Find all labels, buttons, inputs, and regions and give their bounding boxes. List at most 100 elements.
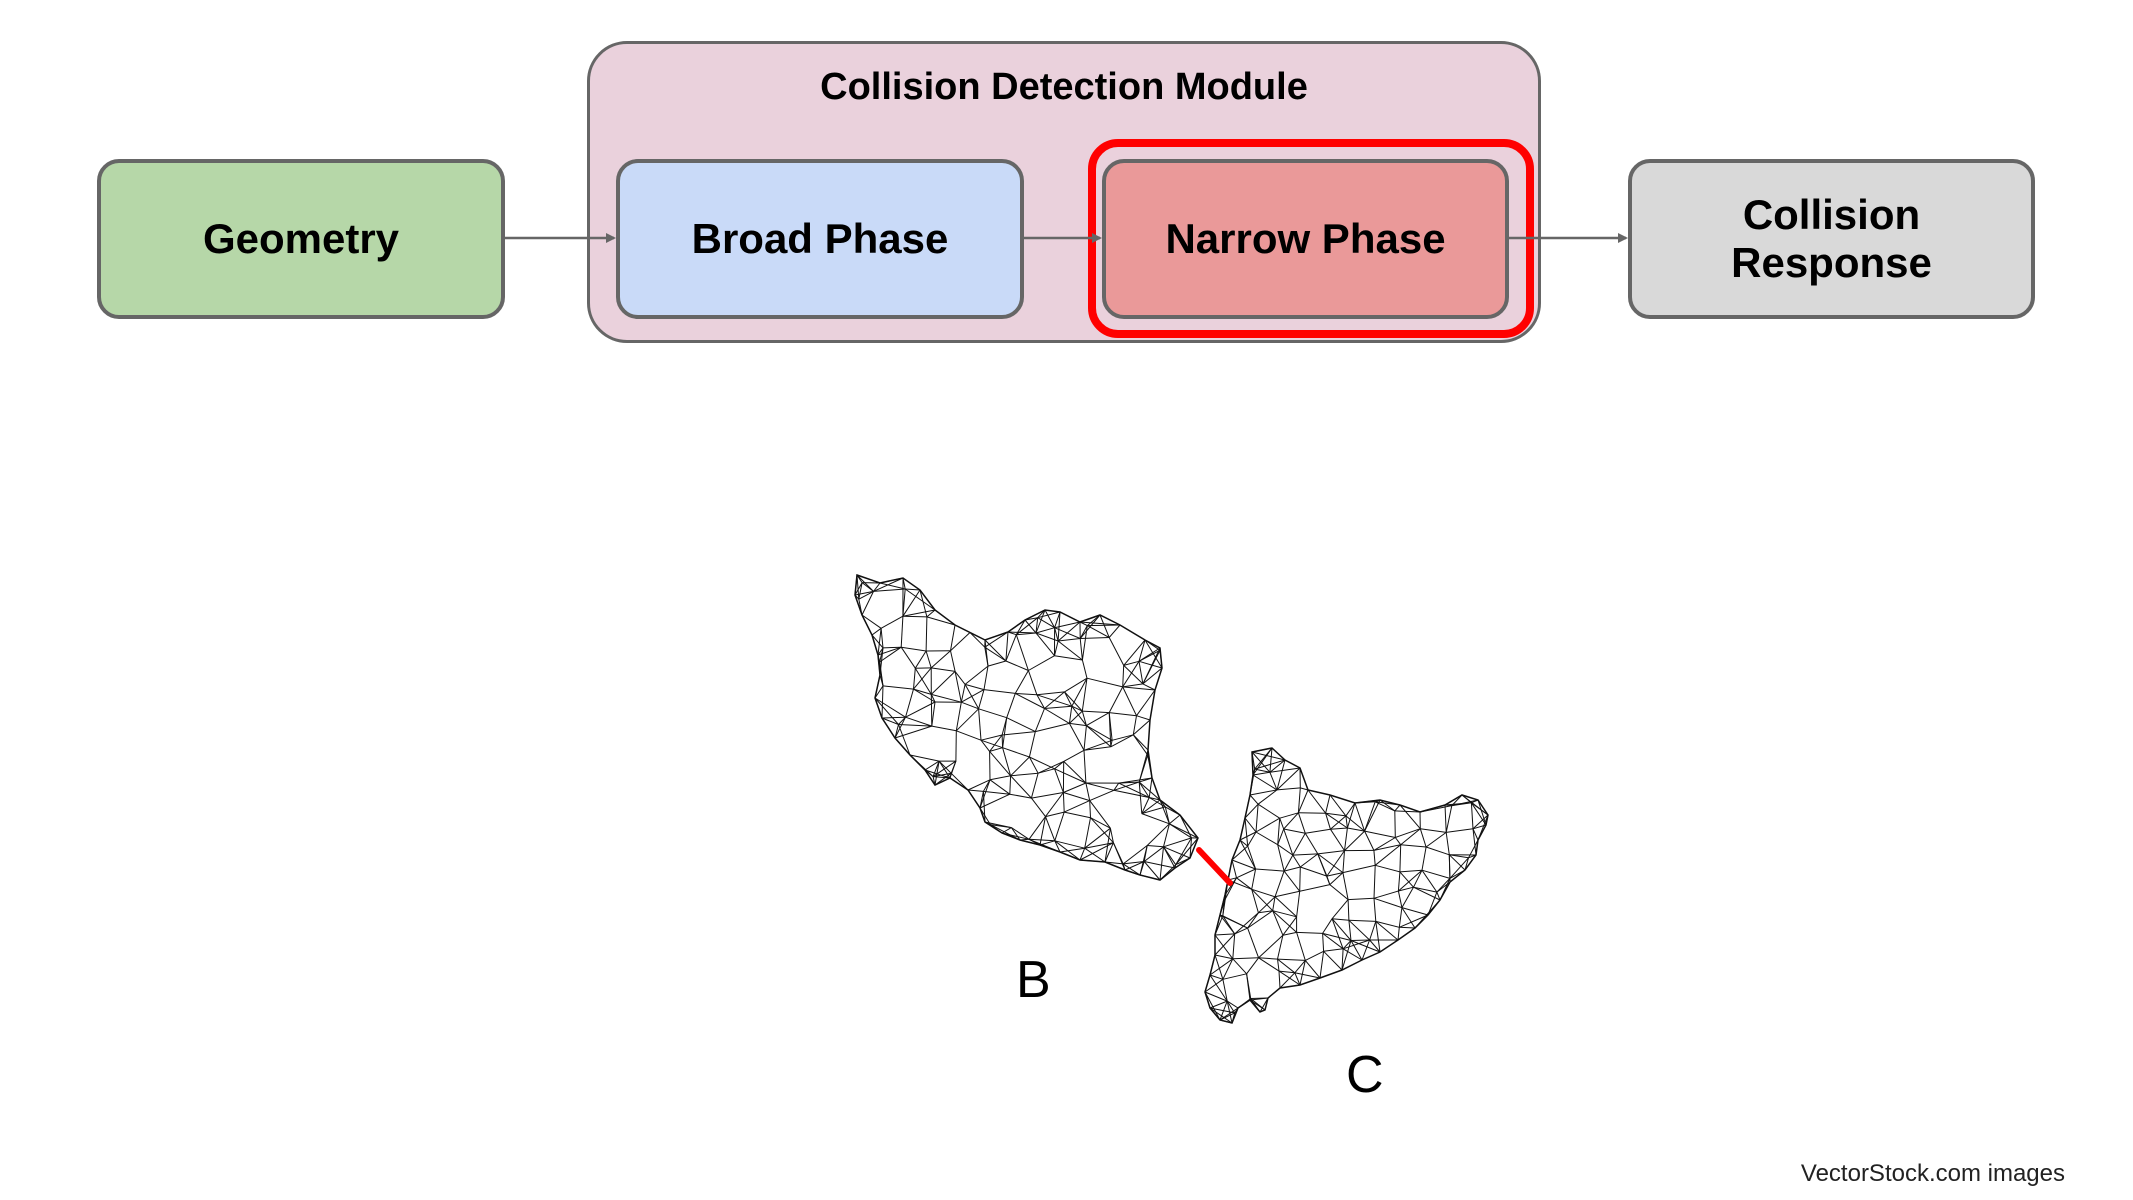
mesh-edge: [1342, 948, 1363, 961]
mesh-edge: [1373, 837, 1396, 851]
mesh-edge: [1079, 614, 1101, 639]
mesh-edge: [1122, 863, 1126, 871]
mesh-edge: [1244, 803, 1259, 819]
mesh-edge: [1375, 921, 1399, 941]
mesh-edge: [930, 650, 951, 669]
mesh-edge: [901, 646, 927, 652]
mesh-edge: [926, 609, 936, 618]
mesh-edge: [1054, 768, 1087, 784]
mesh-edge: [1297, 812, 1306, 834]
mesh-edge: [1209, 974, 1228, 1002]
mesh-edge: [1084, 827, 1111, 849]
mesh-edge: [874, 697, 906, 718]
mesh-edge: [1255, 804, 1259, 833]
mesh-edge: [989, 779, 1011, 795]
mesh-edge: [1084, 847, 1106, 863]
mesh-edge: [1283, 870, 1301, 892]
mesh-edge: [1009, 775, 1012, 795]
mesh-edge: [1471, 799, 1479, 804]
mesh-edge: [926, 616, 956, 626]
mesh-edge: [1375, 920, 1400, 928]
mesh-edge: [1037, 768, 1055, 774]
mesh-edge: [1258, 957, 1278, 960]
mesh-edge: [1246, 957, 1259, 975]
mesh-edge: [1300, 787, 1309, 791]
mesh-edge: [1086, 712, 1110, 727]
mesh-edge: [1005, 660, 1029, 671]
mesh-edge: [1252, 771, 1270, 776]
mesh-edge: [1297, 789, 1309, 813]
mesh-edge: [1024, 619, 1037, 634]
mesh-edge: [858, 582, 863, 600]
mesh-edge: [1087, 625, 1110, 638]
mesh-edge: [1251, 889, 1259, 913]
mesh-edge: [1069, 722, 1087, 727]
broad-phase-node: Broad Phase: [616, 159, 1024, 319]
mesh-edge: [1247, 912, 1259, 929]
mesh-edge: [1399, 914, 1429, 928]
mesh-edge: [1399, 804, 1421, 830]
mesh-edge: [1015, 634, 1029, 671]
mesh-edge: [955, 702, 962, 731]
mesh-edge: [1123, 861, 1145, 865]
mesh-edge: [1138, 639, 1146, 662]
mesh-edge: [1010, 827, 1021, 841]
mesh-edge: [950, 624, 956, 651]
mesh-edge: [1394, 837, 1402, 846]
mesh-edge: [1258, 934, 1284, 959]
mesh-edge: [1258, 910, 1273, 914]
mesh-edge: [1401, 907, 1429, 916]
mesh-edge: [1071, 677, 1088, 707]
mesh-edge: [1108, 686, 1124, 713]
mesh-edge: [930, 694, 933, 727]
mesh-edge: [1028, 731, 1036, 758]
mesh-edge: [858, 590, 874, 600]
mesh-edge: [1249, 789, 1278, 796]
mesh-edge: [938, 760, 952, 774]
mesh-edge: [950, 650, 956, 672]
mesh-edge: [1054, 840, 1061, 853]
mesh-edge: [1276, 759, 1286, 791]
mesh-edge: [931, 693, 962, 703]
mesh-edge: [1081, 710, 1087, 726]
mesh-edge: [1236, 868, 1256, 879]
mesh-edge: [930, 694, 936, 703]
mesh-edge: [881, 716, 906, 719]
mesh-edge: [1028, 838, 1055, 842]
mesh-edge: [1034, 708, 1045, 732]
mesh-edge: [1277, 959, 1280, 972]
mesh-edge: [1445, 805, 1453, 833]
mesh-edge: [1031, 792, 1064, 799]
mesh-edge: [980, 734, 1003, 741]
broad-phase-label: Broad Phase: [691, 214, 949, 262]
mesh-edge: [1374, 844, 1402, 866]
mesh-edge: [1027, 670, 1038, 695]
mesh-edge: [1002, 717, 1008, 748]
geometry-label: Geometry: [202, 214, 400, 262]
mesh-edge: [1244, 817, 1249, 847]
mesh-edge: [1082, 710, 1110, 714]
mesh-edge: [1037, 611, 1061, 619]
mesh-edge: [1470, 802, 1487, 826]
mesh-edge: [905, 701, 936, 718]
mesh-edge: [1283, 812, 1299, 830]
mesh-edge: [1274, 896, 1297, 918]
mesh-edge: [1015, 692, 1045, 709]
mesh-edge: [1451, 799, 1479, 807]
mesh-edge: [854, 590, 874, 596]
mesh-edge: [1297, 787, 1301, 813]
mesh-edge: [978, 708, 1007, 719]
mesh-edge: [1071, 705, 1083, 712]
mesh-edge: [1030, 773, 1039, 799]
mesh-edge: [967, 779, 991, 791]
mesh-edge: [1277, 828, 1285, 845]
mesh-edge: [984, 639, 1007, 662]
mesh-edge: [954, 671, 966, 685]
mesh-edge: [1079, 842, 1114, 861]
mesh-edge: [1342, 939, 1370, 950]
mesh-edge: [1277, 958, 1306, 961]
mesh-edge: [1054, 611, 1061, 628]
mesh-edge: [1272, 910, 1284, 936]
mesh-edge: [1255, 831, 1278, 846]
mesh-edge: [930, 671, 956, 695]
